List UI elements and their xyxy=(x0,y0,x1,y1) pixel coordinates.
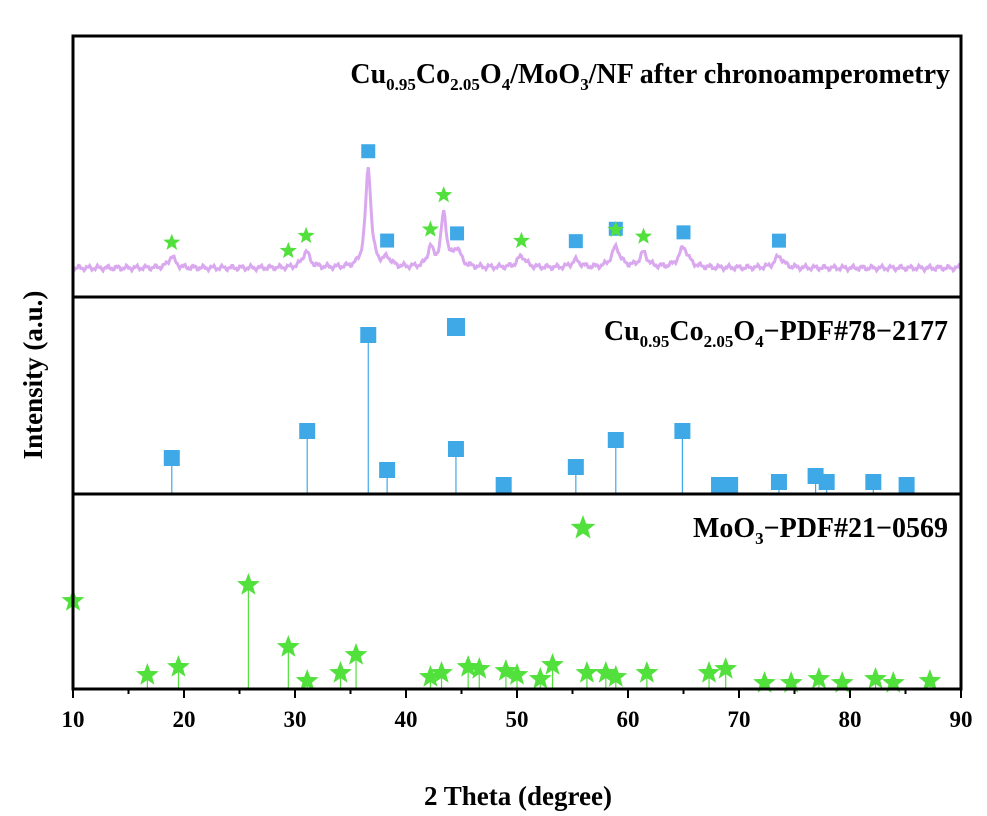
panel-moo3: MoO3−PDF#21−0569 xyxy=(61,492,963,693)
panel-spinel-title: Cu0.95Co2.05O4−PDF#78−2177 xyxy=(604,316,948,351)
x-tick-label: 30 xyxy=(284,707,307,732)
spinel-marker xyxy=(674,423,691,439)
moo3-marker xyxy=(467,657,491,679)
moo3-peak-marker xyxy=(635,227,653,244)
title-fragment: Cu xyxy=(604,316,640,347)
moo3-marker xyxy=(918,669,942,691)
title-fragment: 4 xyxy=(502,75,511,94)
panel-measured: Cu0.95Co2.05O4/MoO3/NF after chronoamper… xyxy=(71,34,963,299)
moo3-marker xyxy=(753,671,776,693)
panel-measured-title: Cu0.95Co2.05O4/MoO3/NF after chronoamper… xyxy=(350,59,950,94)
panel-moo3-title: MoO3−PDF#21−0569 xyxy=(693,513,948,548)
moo3-marker xyxy=(494,659,518,681)
spinel-peak-marker xyxy=(676,225,691,240)
moo3-marker xyxy=(697,661,721,683)
title-fragment: 0.95 xyxy=(640,332,670,351)
x-tick-label: 60 xyxy=(617,707,640,732)
title-fragment: MoO xyxy=(693,513,755,544)
spinel-peak-marker xyxy=(568,234,583,249)
title-fragment: Cu xyxy=(350,59,386,90)
title-fragment: O xyxy=(480,59,502,90)
title-fragment: /NF after chronoamperometry xyxy=(588,59,950,90)
moo3-peak-marker xyxy=(279,241,297,259)
moo3-marker xyxy=(881,671,905,693)
x-tick-label: 80 xyxy=(839,707,862,732)
moo3-marker xyxy=(136,663,159,685)
spinel-peak-marker xyxy=(771,233,786,248)
spinel-marker xyxy=(898,477,915,493)
spinel-marker xyxy=(567,459,584,475)
x-tick-label: 10 xyxy=(62,707,85,732)
moo3-marker xyxy=(594,661,618,683)
x-tick-label: 90 xyxy=(950,707,973,732)
moo3-marker xyxy=(714,657,738,679)
moo3-marker xyxy=(237,573,260,595)
panel-spinel: Cu0.95Co2.05O4−PDF#78−2177 xyxy=(71,295,963,496)
x-tick-label: 70 xyxy=(728,707,751,732)
title-fragment: Co xyxy=(416,59,450,90)
title-fragment: Co xyxy=(669,316,703,347)
moo3-marker xyxy=(430,661,453,683)
spinel-marker xyxy=(495,477,512,493)
spinel-peak-marker xyxy=(361,144,376,159)
moo3-marker xyxy=(604,665,628,687)
moo3-peak-marker xyxy=(435,186,453,203)
x-tick-label: 50 xyxy=(506,707,529,732)
title-fragment: 3 xyxy=(755,529,764,548)
moo3-marker xyxy=(575,661,599,683)
moo3-peak-marker xyxy=(297,226,315,244)
moo3-peak-marker xyxy=(512,231,530,249)
x-tick-label: 40 xyxy=(395,707,418,732)
moo3-marker xyxy=(864,667,887,689)
title-fragment: 2.05 xyxy=(704,332,734,351)
measured-xrd-line xyxy=(72,166,963,275)
spinel-marker xyxy=(865,474,882,490)
moo3-peak-marker xyxy=(421,220,439,237)
title-fragment: −PDF#78−2177 xyxy=(764,316,948,347)
spinel-marker xyxy=(722,477,739,493)
spinel-marker xyxy=(607,432,624,448)
spinel-peak-marker xyxy=(380,233,395,248)
title-fragment: 2.05 xyxy=(450,75,480,94)
spinel-marker xyxy=(379,462,396,478)
moo3-marker xyxy=(505,663,529,685)
x-tick-label: 20 xyxy=(173,707,196,732)
moo3-peak-marker xyxy=(163,233,181,250)
legend-square-icon xyxy=(447,318,465,336)
legend-star-icon xyxy=(570,515,596,539)
moo3-marker xyxy=(779,671,803,693)
y-axis-title: Intensity (a.u.) xyxy=(18,291,48,460)
x-axis-title: 2 Theta (degree) xyxy=(424,781,612,811)
moo3-marker xyxy=(419,665,442,687)
moo3-marker xyxy=(528,667,552,689)
spinel-marker xyxy=(163,450,180,466)
moo3-peak-marker xyxy=(607,220,625,238)
title-fragment: 3 xyxy=(580,75,589,94)
title-fragment: /MoO xyxy=(509,59,580,90)
spinel-marker xyxy=(447,441,464,457)
title-fragment: O xyxy=(733,316,755,347)
spinel-marker xyxy=(360,327,377,343)
title-fragment: 0.95 xyxy=(386,75,416,94)
title-fragment: 4 xyxy=(755,332,764,351)
moo3-marker xyxy=(830,671,854,693)
moo3-marker xyxy=(635,661,659,683)
moo3-marker xyxy=(541,653,564,675)
moo3-marker xyxy=(276,635,300,657)
title-fragment: −PDF#21−0569 xyxy=(764,513,948,544)
moo3-marker xyxy=(456,655,480,677)
moo3-marker xyxy=(167,655,190,677)
moo3-marker xyxy=(344,643,368,665)
spinel-peak-marker xyxy=(450,226,465,241)
moo3-marker xyxy=(295,669,319,691)
spinel-marker xyxy=(818,474,835,490)
spinel-marker xyxy=(299,423,316,439)
spinel-marker xyxy=(770,474,787,490)
moo3-marker xyxy=(807,667,831,689)
moo3-marker xyxy=(329,661,352,683)
